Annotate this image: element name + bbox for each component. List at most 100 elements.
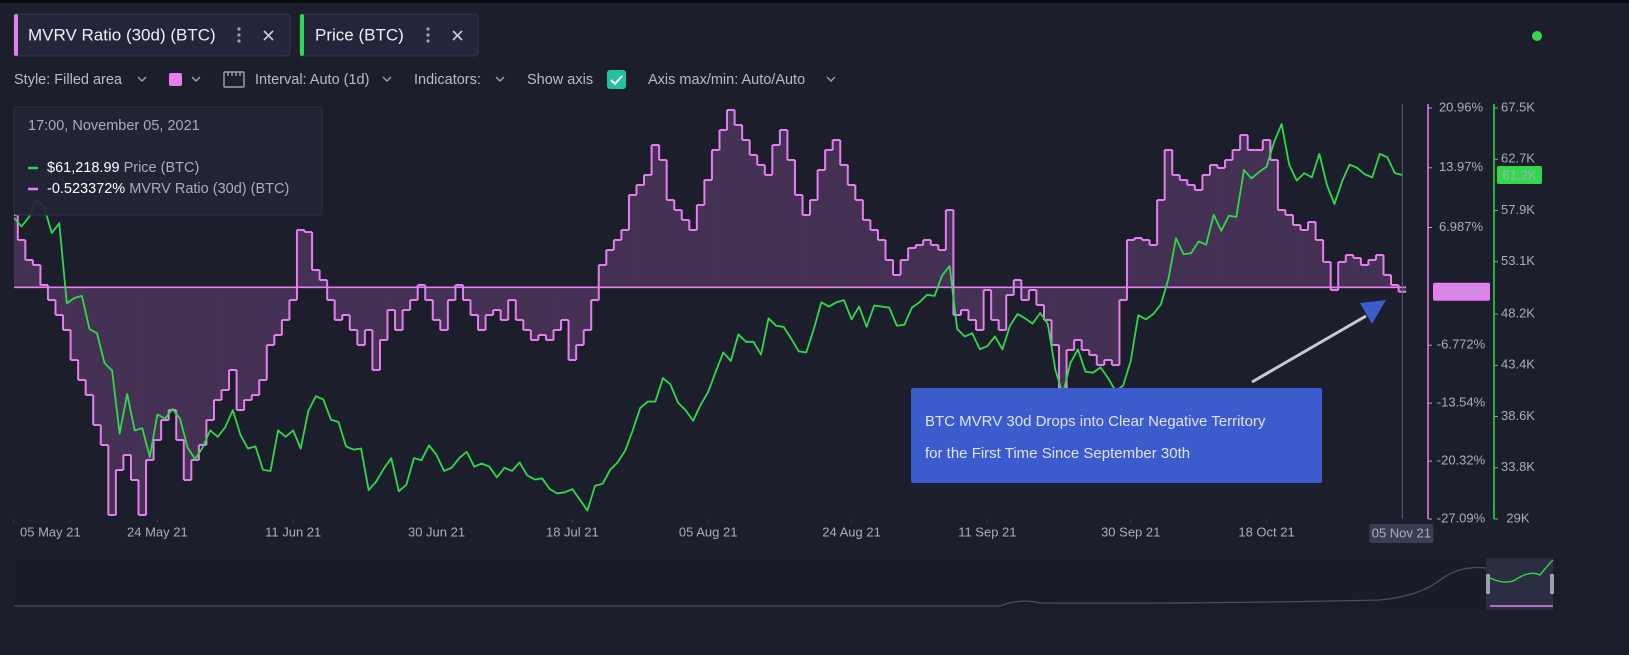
mvrv-area: [772, 145, 780, 288]
close-icon[interactable]: [452, 30, 463, 41]
mvrv-area: [810, 200, 818, 288]
mvrv-area: [508, 287, 516, 301]
mvrv-area: [666, 200, 675, 288]
mvrv-area: [908, 248, 916, 288]
top-edge: [0, 0, 1629, 3]
tooltip-time: 17:00, November 05, 2021: [28, 118, 200, 134]
plot: 20.96% 13.97% 6.987% -6.772% -13.54% -20.32% -…: [13, 99, 1542, 543]
mvrv-area: [236, 287, 245, 411]
mvrv-area: [289, 287, 297, 301]
mvrv-area: [1096, 287, 1105, 366]
mvrv-area: [455, 284, 463, 288]
y-tick-label: 13.97%: [1439, 159, 1484, 174]
mvrv-area: [1179, 180, 1188, 288]
color-swatch[interactable]: [169, 73, 182, 86]
mvrv-area: [1013, 280, 1022, 288]
x-tick-label: 11 Sep 21: [958, 524, 1016, 539]
mvrv-area: [1209, 164, 1218, 288]
interval-select[interactable]: Interval: Auto (1d): [255, 72, 369, 88]
x-tick-label: 18 Oct 21: [1238, 524, 1294, 539]
y2-tick-label: 62.7K: [1501, 151, 1535, 166]
mvrv-area: [681, 219, 690, 288]
x-tick-label: 30 Sep 21: [1101, 524, 1160, 539]
mvrv-area: [734, 125, 743, 288]
navigator-handle[interactable]: [1550, 574, 1554, 594]
mvrv-area: [1247, 149, 1256, 288]
mvrv-area: [47, 287, 56, 301]
mvrv-area: [342, 287, 350, 315]
mvrv-area: [493, 287, 501, 311]
mvrv-area: [1270, 160, 1278, 288]
mvrv-area: [598, 264, 607, 288]
mvrv-area: [259, 287, 267, 381]
show-axis-label[interactable]: Show axis: [527, 72, 593, 88]
menu-icon[interactable]: [426, 27, 430, 43]
y2-tick-label: 57.9K: [1501, 202, 1535, 217]
mvrv-area: [500, 287, 509, 320]
chevron: [191, 76, 201, 82]
menu-icon[interactable]: [237, 27, 241, 43]
mvrv-area: [900, 259, 909, 288]
tab-label: MVRV Ratio (30d) (BTC): [28, 25, 216, 44]
navigator-window[interactable]: [1486, 558, 1553, 610]
mvrv-area: [432, 287, 441, 320]
interval-icon: [223, 71, 245, 88]
mvrv-area: [168, 287, 177, 411]
y-tick-label: -20.32%: [1437, 453, 1486, 468]
mvrv-area: [1330, 287, 1339, 291]
mvrv-area: [847, 184, 856, 288]
mvrv-area: [545, 287, 554, 340]
chevron: [137, 76, 147, 82]
close-icon[interactable]: [263, 30, 274, 41]
navigator-handle[interactable]: [1486, 574, 1490, 594]
mvrv-area: [221, 287, 230, 391]
tab-label: Price (BTC): [315, 25, 404, 44]
x-tick-label: 30 Jun 21: [408, 524, 465, 539]
mvrv-area: [742, 139, 750, 288]
mvrv-area: [998, 287, 1007, 330]
mvrv-area: [523, 287, 531, 330]
navigator[interactable]: [14, 558, 1559, 610]
mvrv-area: [93, 287, 101, 425]
mvrv-area: [462, 287, 471, 301]
mvrv-area: [832, 139, 841, 288]
mvrv-area: [674, 210, 682, 288]
indicators-select[interactable]: Indicators:: [414, 72, 481, 88]
mvrv-area: [32, 264, 41, 288]
mvrv-area: [1338, 261, 1346, 288]
mvrv-area: [1383, 274, 1392, 288]
mvrv-area: [1111, 287, 1120, 366]
mvrv-area: [1315, 239, 1324, 288]
status-dot: [1532, 31, 1542, 41]
mvrv-area: [1036, 287, 1044, 305]
mvrv-area: [576, 287, 584, 346]
mvrv-area: [327, 287, 335, 301]
mvrv-area: [357, 287, 365, 346]
hover-x-badge: [1369, 524, 1434, 543]
mvrv-area: [274, 287, 282, 336]
mvrv-area: [945, 210, 954, 288]
mvrv-area: [794, 194, 803, 288]
mvrv-area: [1134, 238, 1143, 288]
mvrv-area: [229, 287, 237, 370]
mvrv-area: [206, 287, 214, 421]
annotation-text: for the First Time Since September 30th: [925, 445, 1190, 462]
mvrv-area: [1262, 139, 1271, 288]
checkbox[interactable]: [607, 70, 626, 89]
mvrv-area: [553, 287, 562, 330]
y2-tick-label: 48.2K: [1501, 305, 1535, 320]
tab-color-bar: [14, 14, 18, 56]
mvrv-area: [485, 287, 494, 315]
mvrv-area: [1142, 239, 1150, 288]
y2-tick-label: 67.5K: [1501, 99, 1535, 114]
price-line: [13, 123, 1403, 512]
mvrv-area: [1172, 174, 1180, 288]
mvrv-area: [183, 287, 192, 480]
axis-range-select[interactable]: Axis max/min: Auto/Auto: [648, 72, 805, 88]
mvrv-area: [1194, 190, 1203, 288]
last-value-badge: [1433, 282, 1490, 301]
mvrv-area: [606, 249, 614, 288]
style-select[interactable]: Style: Filled area: [14, 72, 123, 88]
mvrv-area: [55, 287, 64, 315]
chevron: [382, 76, 392, 82]
